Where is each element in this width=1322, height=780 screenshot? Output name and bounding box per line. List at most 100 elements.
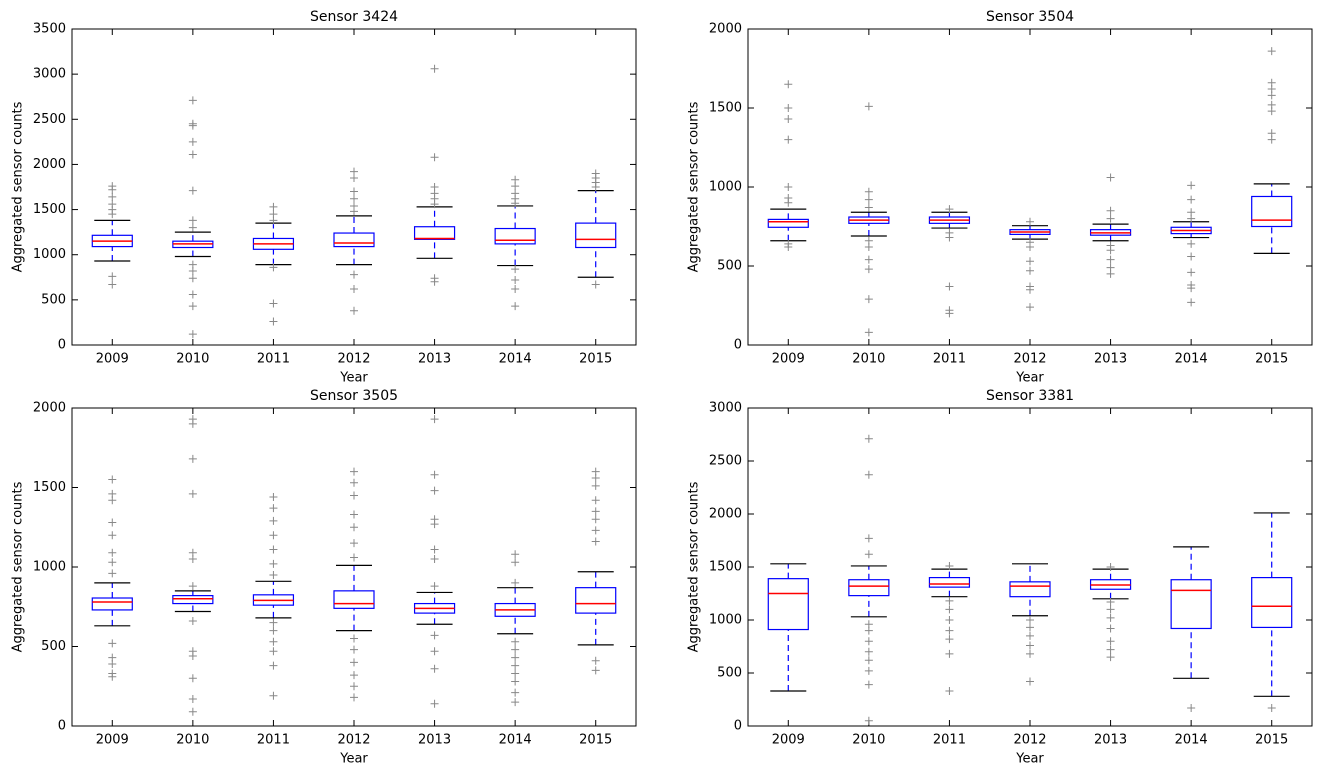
flier	[188, 186, 197, 195]
flier	[108, 639, 117, 648]
x-tick-label: 2013	[1094, 733, 1127, 748]
chart-title: Sensor 3381	[986, 388, 1074, 404]
box	[1251, 576, 1293, 629]
flier	[1106, 255, 1115, 264]
flier	[945, 561, 954, 570]
flier	[350, 510, 358, 519]
flier	[188, 548, 197, 557]
box	[575, 222, 617, 249]
y-axis-label: Aggregated sensor counts	[687, 101, 702, 272]
x-tick-label: 2009	[772, 352, 805, 367]
flier	[945, 635, 954, 644]
x-tick-label: 2011	[933, 733, 966, 748]
flier	[1106, 597, 1115, 606]
flier	[430, 699, 439, 708]
flier	[1187, 268, 1196, 277]
flier	[269, 504, 278, 513]
flier	[784, 104, 793, 112]
flier	[188, 302, 197, 311]
flier	[1187, 298, 1196, 307]
flier	[591, 666, 600, 675]
flier	[430, 631, 439, 640]
flier	[350, 682, 358, 691]
x-tick-label: 2013	[1094, 352, 1127, 367]
flier	[591, 537, 600, 546]
y-tick-label: 2000	[33, 401, 66, 416]
y-tick-label: 1000	[709, 613, 742, 628]
flier	[108, 475, 117, 484]
flier	[864, 203, 873, 212]
flier	[945, 626, 954, 635]
flier	[1267, 100, 1276, 109]
y-tick-label: 0	[58, 338, 66, 353]
flier	[511, 550, 520, 559]
flier	[269, 570, 278, 579]
flier	[1026, 616, 1034, 624]
y-tick-label: 2000	[709, 507, 742, 522]
flier	[511, 302, 520, 311]
flier	[108, 192, 117, 201]
flier	[350, 671, 358, 680]
x-tick-label: 2009	[96, 733, 129, 748]
flier	[945, 306, 954, 315]
flier	[350, 467, 358, 476]
flier	[188, 489, 197, 498]
flier	[188, 216, 197, 225]
flier	[350, 634, 358, 643]
flier	[1187, 252, 1196, 261]
flier	[511, 275, 520, 284]
x-tick-label: 2014	[1175, 352, 1208, 367]
flier	[188, 96, 197, 105]
y-tick-label: 500	[717, 259, 742, 274]
flier	[1106, 173, 1115, 182]
flier	[945, 228, 954, 237]
flier	[864, 716, 873, 725]
flier	[269, 210, 278, 219]
flier	[1106, 605, 1115, 614]
flier	[269, 531, 278, 540]
y-tick-label: 1000	[709, 180, 742, 195]
flier	[269, 691, 278, 700]
flier	[511, 578, 520, 587]
flier	[430, 555, 439, 564]
flier	[108, 548, 117, 557]
flier	[511, 189, 520, 198]
flier	[945, 205, 954, 214]
flier	[864, 620, 873, 629]
flier	[108, 669, 117, 678]
box	[494, 227, 536, 245]
flier	[864, 434, 873, 443]
flier	[269, 647, 278, 656]
flier	[108, 200, 117, 209]
flier	[1187, 703, 1196, 712]
box	[928, 576, 971, 588]
subplot: 0 500 1000 1500 2000 2009 2010 2011 2012 2013 2014…	[687, 9, 1313, 386]
y-tick-label: 1500	[33, 202, 66, 217]
flier	[864, 647, 873, 656]
box	[1009, 581, 1051, 598]
flier	[269, 263, 278, 272]
flier	[350, 306, 358, 315]
flier	[945, 596, 954, 605]
flier	[269, 626, 278, 635]
axes-frame	[747, 407, 1313, 727]
x-tick-label: 2015	[579, 733, 612, 748]
flier	[269, 559, 278, 568]
flier	[511, 669, 520, 678]
flier	[864, 550, 873, 559]
flier	[269, 493, 278, 502]
y-tick-label: 3000	[33, 67, 66, 82]
flier	[945, 649, 954, 658]
flier	[350, 658, 358, 667]
flier	[591, 280, 600, 289]
subplot: 0 500 1000 1500 2000 2500 3000 2009 2010 2011 2012…	[687, 388, 1313, 767]
chart-title: Sensor 3504	[986, 9, 1074, 25]
x-tick-label: 2010	[176, 733, 209, 748]
flier	[108, 518, 117, 527]
box	[413, 226, 456, 240]
flier	[269, 299, 278, 308]
y-tick-label: 1000	[33, 247, 66, 262]
flier	[430, 153, 439, 162]
y-tick-label: 1500	[709, 560, 742, 575]
